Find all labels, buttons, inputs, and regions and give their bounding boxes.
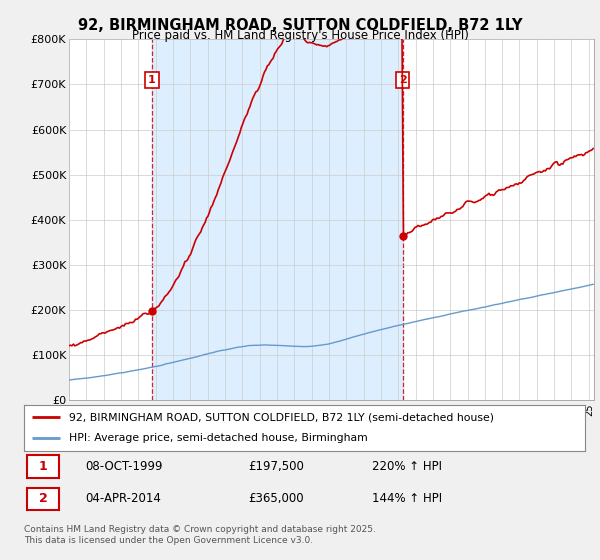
Text: 92, BIRMINGHAM ROAD, SUTTON COLDFIELD, B72 1LY (semi-detached house): 92, BIRMINGHAM ROAD, SUTTON COLDFIELD, B… [69,412,494,422]
FancyBboxPatch shape [27,488,59,510]
Text: 2: 2 [38,492,47,506]
Text: 1: 1 [148,75,156,85]
Text: 92, BIRMINGHAM ROAD, SUTTON COLDFIELD, B72 1LY: 92, BIRMINGHAM ROAD, SUTTON COLDFIELD, B… [78,18,522,33]
Text: 1: 1 [38,460,47,473]
Text: £365,000: £365,000 [248,492,304,506]
Text: HPI: Average price, semi-detached house, Birmingham: HPI: Average price, semi-detached house,… [69,433,368,444]
FancyBboxPatch shape [27,455,59,478]
Text: 2: 2 [398,75,406,85]
Text: £197,500: £197,500 [248,460,304,473]
Text: 04-APR-2014: 04-APR-2014 [86,492,161,506]
Text: 220% ↑ HPI: 220% ↑ HPI [372,460,442,473]
Text: 144% ↑ HPI: 144% ↑ HPI [372,492,442,506]
Text: Contains HM Land Registry data © Crown copyright and database right 2025.
This d: Contains HM Land Registry data © Crown c… [24,525,376,545]
Text: 08-OCT-1999: 08-OCT-1999 [86,460,163,473]
Text: Price paid vs. HM Land Registry's House Price Index (HPI): Price paid vs. HM Land Registry's House … [131,29,469,42]
Bar [152,39,403,400]
